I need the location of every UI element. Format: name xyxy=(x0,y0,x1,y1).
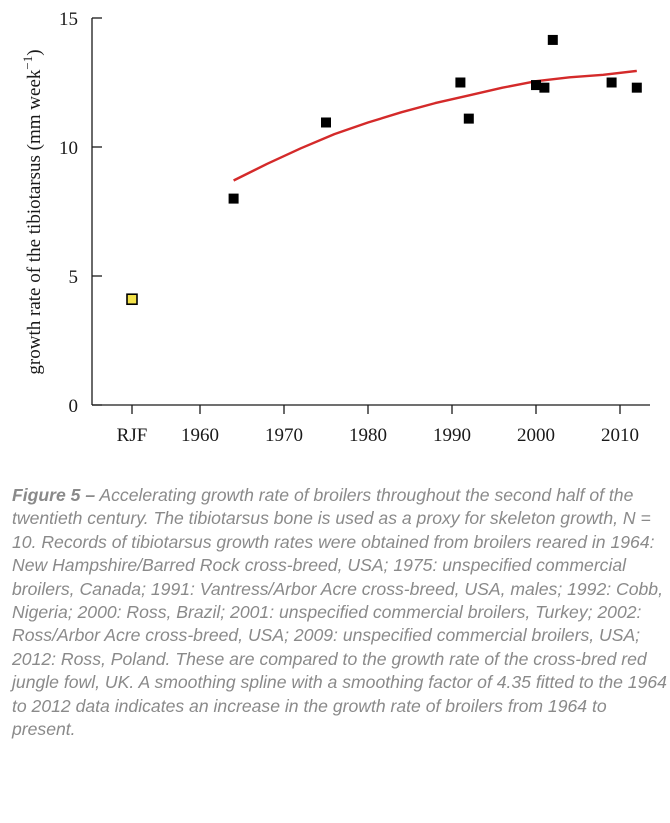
data-point xyxy=(531,80,541,91)
figure-caption: Figure 5 – Accelerating growth rate of b… xyxy=(12,484,667,741)
data-point xyxy=(539,82,550,93)
smoothing-spline xyxy=(233,69,637,182)
growth-rate-chart: 0 5 10 15 RJF 1960 1970 1980 1990 2000 2010 growth… xyxy=(20,9,650,446)
data-point xyxy=(631,82,642,93)
x-tick-label: 1980 xyxy=(349,425,387,446)
x-tick-label: 2000 xyxy=(517,425,555,446)
y-axis-label: growth rate of the tibiotarsus (mm week−… xyxy=(20,49,45,374)
data-point xyxy=(455,77,466,88)
points-layer xyxy=(126,34,642,306)
x-tick-label: 2010 xyxy=(601,425,639,446)
x-tick-label: 1970 xyxy=(265,425,303,446)
y-axis-label-main: growth rate of the tibiotarsus (mm week xyxy=(24,69,45,374)
y-axis-label-sup: −1 xyxy=(20,56,35,70)
y-tick-label: 10 xyxy=(59,138,78,159)
x-tick-label: 1960 xyxy=(181,425,219,446)
chart-axes: 0 5 10 15 RJF 1960 1970 1980 1990 2000 2010 xyxy=(59,9,650,446)
data-point xyxy=(228,193,239,204)
x-tick-label: RJF xyxy=(117,425,148,446)
caption-label: Figure 5 – xyxy=(12,485,96,505)
reference-point-rjf xyxy=(126,293,138,306)
spline-layer xyxy=(233,69,637,182)
data-point xyxy=(606,77,617,88)
data-point xyxy=(463,113,474,124)
y-tick-label: 15 xyxy=(59,9,78,30)
y-tick-label: 0 xyxy=(69,396,79,417)
data-point xyxy=(547,34,558,45)
y-axis-label-close: ) xyxy=(24,49,45,55)
data-point xyxy=(321,117,331,128)
caption-text: Accelerating growth rate of broilers thr… xyxy=(12,485,667,740)
x-tick-label: 1990 xyxy=(433,425,471,446)
y-tick-label: 5 xyxy=(69,267,79,288)
